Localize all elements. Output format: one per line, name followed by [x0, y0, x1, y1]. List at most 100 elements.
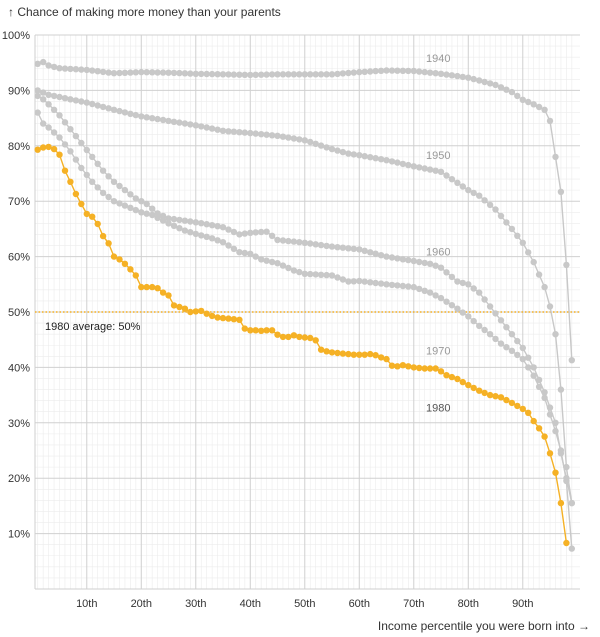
data-point-1980 [416, 364, 423, 372]
data-point-1940 [443, 71, 450, 78]
data-point-1940 [334, 70, 341, 78]
data-point-1940 [459, 73, 466, 81]
data-point-1950 [208, 125, 216, 132]
data-point-1940 [72, 66, 80, 73]
data-point-1970 [530, 372, 537, 379]
data-point-1970 [225, 242, 232, 249]
data-point-1950 [279, 133, 287, 140]
data-point-1940 [557, 188, 565, 195]
data-point-1960 [367, 249, 374, 256]
data-point-1950 [263, 131, 270, 138]
data-point-1960 [307, 240, 314, 247]
data-point-1960 [247, 229, 254, 236]
data-point-1970 [274, 260, 281, 267]
data-point-1970 [301, 270, 308, 277]
data-point-1980 [503, 396, 510, 404]
data-point-1940 [268, 71, 276, 78]
data-point-1980 [383, 355, 390, 363]
x-tick-label: 60th [349, 598, 370, 610]
data-point-1980 [61, 167, 69, 174]
data-point-1960 [176, 216, 183, 224]
data-point-1940 [470, 75, 477, 83]
data-point-1950 [99, 103, 107, 111]
y-tick-label: 10% [8, 529, 30, 541]
data-point-1980 [399, 362, 407, 369]
data-point-1960 [72, 132, 80, 140]
data-point-1950 [67, 96, 74, 103]
data-point-1950 [541, 283, 548, 291]
data-point-1950 [361, 153, 368, 160]
data-point-1950 [236, 129, 243, 136]
data-point-1980 [192, 308, 199, 315]
data-point-1980 [328, 349, 336, 356]
data-point-1950 [132, 111, 139, 119]
x-tick-label: 30th [185, 598, 206, 610]
data-point-1960 [399, 256, 407, 263]
data-point-1940 [198, 70, 205, 78]
data-point-1950 [437, 168, 445, 175]
data-point-1980 [312, 337, 319, 344]
data-point-1940 [546, 117, 554, 125]
data-point-1970 [296, 268, 303, 276]
data-point-1960 [312, 241, 319, 248]
data-point-1960 [50, 106, 58, 114]
y-tick-label: 50% [8, 307, 30, 319]
data-point-1970 [149, 211, 156, 219]
data-point-1980 [149, 283, 156, 291]
data-point-1980 [99, 232, 107, 240]
data-point-1980 [557, 499, 565, 507]
data-point-1980 [552, 469, 559, 476]
data-point-1960 [165, 215, 172, 222]
data-point-1970 [72, 156, 80, 163]
data-point-1940 [252, 71, 259, 79]
data-point-1960 [203, 221, 210, 228]
data-point-1970 [187, 229, 194, 236]
data-point-1980 [519, 405, 526, 413]
data-point-1960 [388, 254, 396, 261]
data-point-1940 [40, 58, 47, 66]
data-point-1960 [154, 210, 161, 217]
data-point-1940 [78, 66, 85, 73]
data-point-1950 [56, 93, 63, 101]
data-point-1950 [454, 179, 461, 186]
data-point-1950 [448, 176, 456, 183]
data-point-1940 [132, 69, 139, 76]
data-point-1970 [138, 209, 145, 216]
data-point-1940 [214, 71, 221, 78]
data-point-1960 [61, 119, 69, 126]
data-point-1980 [263, 327, 270, 334]
data-point-1970 [45, 124, 52, 131]
data-point-1940 [149, 69, 156, 76]
data-point-1960 [552, 419, 559, 426]
data-point-1940 [307, 71, 314, 78]
data-point-1970 [78, 164, 85, 172]
data-point-1980 [307, 334, 314, 342]
data-point-1950 [557, 386, 565, 393]
data-point-1980 [241, 325, 248, 332]
data-point-1980 [252, 327, 259, 334]
data-point-1980 [546, 450, 554, 457]
data-point-1950 [116, 107, 123, 115]
data-point-1940 [356, 68, 363, 76]
data-point-1980 [127, 266, 134, 273]
data-point-1960 [546, 404, 554, 411]
data-point-1940 [568, 357, 575, 364]
data-point-1940 [170, 69, 178, 77]
data-point-1950 [377, 156, 385, 163]
data-point-1980 [94, 220, 101, 228]
data-point-1950 [290, 135, 298, 142]
data-point-1980 [437, 368, 445, 375]
data-point-1960 [241, 230, 248, 237]
data-point-1980 [187, 308, 194, 316]
series-label-1950: 1950 [426, 150, 450, 162]
data-point-1980 [541, 433, 548, 440]
data-point-1960 [285, 237, 292, 245]
data-point-1980 [247, 327, 254, 334]
data-point-1970 [437, 294, 445, 302]
data-point-1950 [50, 92, 58, 100]
data-point-1940 [121, 69, 129, 77]
data-point-1980 [323, 348, 330, 355]
series-label-1980: 1980 [426, 403, 450, 415]
data-point-1960 [432, 262, 439, 269]
